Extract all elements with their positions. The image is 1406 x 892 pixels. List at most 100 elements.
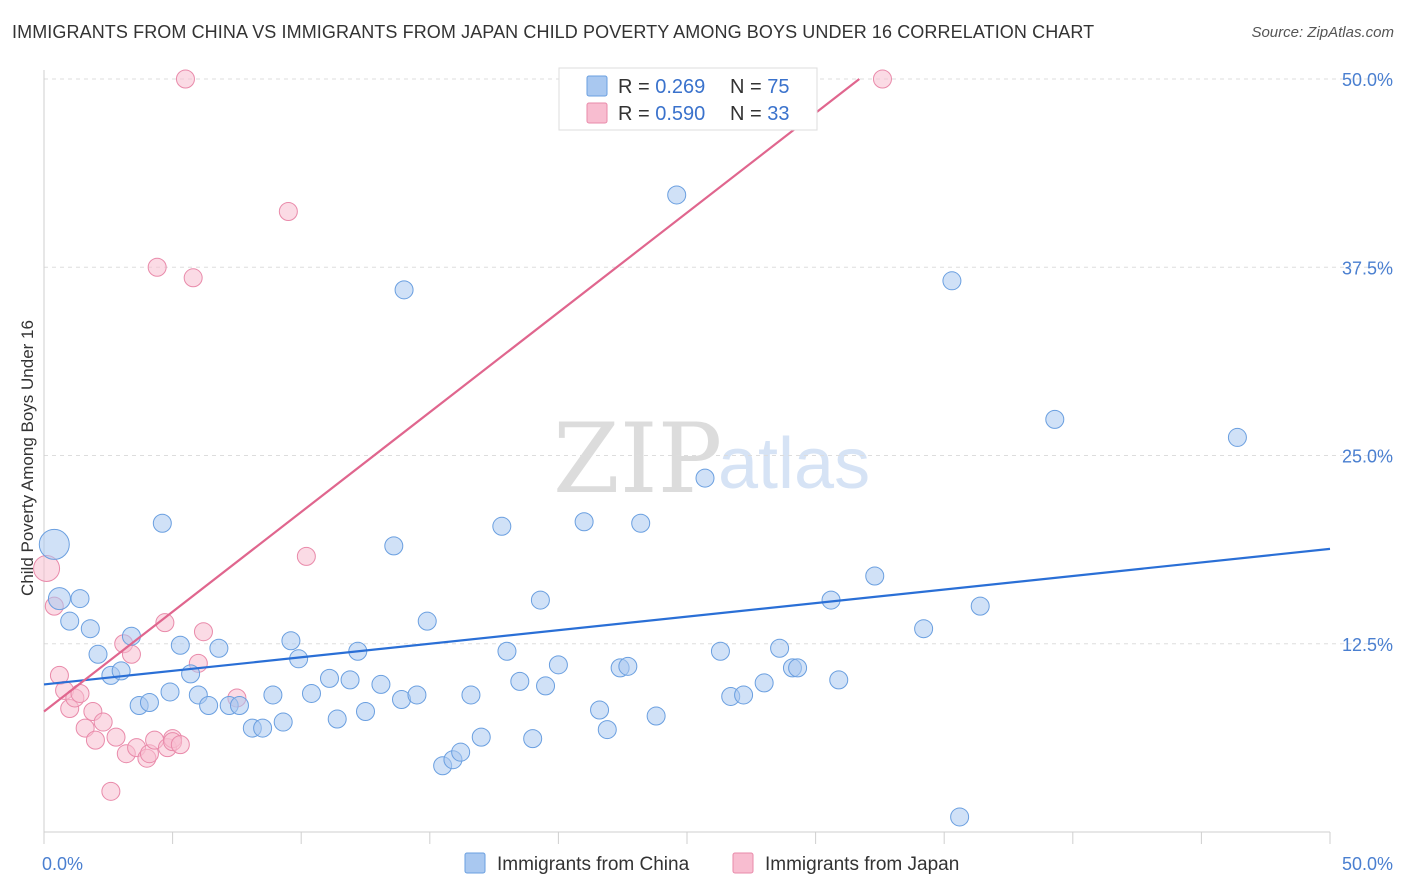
china-point: [407, 685, 427, 705]
china-point: [229, 695, 249, 715]
legend-china-n: N = 75: [730, 76, 790, 98]
china-point: [530, 590, 550, 610]
china-point: [451, 742, 471, 762]
china-point: [548, 655, 568, 675]
china-point: [710, 641, 730, 661]
y-tick-label: 50.0%: [1342, 70, 1393, 90]
stats-legend: R = 0.269 N = 75 R = 0.590 N = 33: [558, 67, 818, 131]
legend-china-r-value: 0.269: [655, 76, 705, 98]
legend-china-n-label: N =: [730, 76, 767, 98]
y-tick-label: 25.0%: [1342, 447, 1393, 467]
china-point: [471, 727, 491, 747]
china-point: [301, 683, 321, 703]
legend-japan-r-label: R =: [618, 103, 655, 125]
japan-point: [296, 546, 316, 566]
japan-point: [170, 735, 190, 755]
china-point: [88, 644, 108, 664]
y-tick-labels: 12.5% 25.0% 37.5% 50.0%: [1342, 70, 1393, 655]
watermark-zip: ZIP: [553, 403, 722, 515]
x-tick-label-max: 50.0%: [1342, 854, 1393, 874]
japan-point: [75, 718, 95, 738]
bottom-legend-japan-label: Immigrants from Japan: [765, 854, 959, 875]
china-point: [70, 589, 90, 609]
japan-point: [193, 622, 213, 642]
china-point: [340, 670, 360, 690]
china-point: [667, 185, 687, 205]
legend-japan-swatch: [586, 102, 608, 124]
china-point: [394, 280, 414, 300]
bottom-legend-japan-swatch: [732, 852, 754, 874]
china-point: [319, 668, 339, 688]
legend-japan-n-label: N =: [730, 103, 767, 125]
x-axis-ticks: [43, 832, 1331, 844]
legend-japan-stats: R = 0.590: [618, 103, 705, 125]
china-point: [199, 695, 219, 715]
japan-point: [155, 613, 175, 633]
y-axis-label: Child Poverty Among Boys Under 16: [18, 320, 37, 596]
china-point: [770, 638, 790, 658]
china-point: [597, 720, 617, 740]
china-point: [788, 658, 808, 678]
japan-point: [872, 69, 892, 89]
china-point: [1227, 427, 1247, 447]
legend-japan-r-value: 0.590: [655, 103, 705, 125]
china-point: [590, 700, 610, 720]
japan-point: [183, 268, 203, 288]
china-point: [536, 676, 556, 696]
china-point: [734, 685, 754, 705]
china-point: [356, 702, 375, 722]
series-legend: Immigrants from China Immigrants from Ja…: [464, 852, 959, 875]
data-points: [33, 69, 1247, 827]
china-point: [523, 729, 543, 749]
china-point: [80, 619, 100, 639]
legend-china-r-label: R =: [618, 76, 655, 98]
china-point: [497, 641, 517, 661]
x-tick-label-min: 0.0%: [42, 854, 83, 874]
china-point: [865, 566, 885, 586]
china-point: [253, 718, 273, 738]
china-trend-line: [43, 547, 1331, 686]
legend-japan-n-value: 33: [767, 103, 789, 125]
china-point: [47, 587, 71, 611]
china-point: [914, 619, 934, 639]
bottom-legend-china-swatch: [464, 852, 486, 874]
china-point: [384, 536, 404, 556]
china-point: [170, 635, 190, 655]
china-point: [417, 611, 437, 631]
china-point: [618, 656, 638, 676]
chart-title: IMMIGRANTS FROM CHINA VS IMMIGRANTS FROM…: [12, 22, 1095, 42]
china-point: [970, 596, 990, 616]
japan-point: [101, 781, 121, 801]
japan-trend-line: [43, 78, 860, 713]
china-point: [942, 271, 962, 291]
japan-point: [175, 69, 195, 89]
china-point: [273, 712, 293, 732]
china-point: [60, 611, 80, 631]
china-point: [829, 670, 849, 690]
legend-japan-n: N = 33: [730, 103, 790, 125]
china-point: [152, 513, 172, 533]
china-point: [160, 682, 180, 702]
legend-china-stats: R = 0.269: [618, 76, 705, 98]
japan-point: [85, 730, 105, 750]
y-tick-label: 37.5%: [1342, 258, 1393, 278]
china-point: [263, 685, 283, 705]
china-point: [695, 468, 715, 488]
china-point: [1045, 409, 1065, 429]
china-point: [950, 807, 970, 827]
chart-source: Source: ZipAtlas.com: [1251, 24, 1394, 41]
japan-point: [106, 727, 126, 747]
y-tick-label: 12.5%: [1342, 635, 1393, 655]
china-point: [371, 674, 391, 694]
china-point: [38, 528, 70, 560]
bottom-legend-china-label: Immigrants from China: [497, 854, 690, 875]
gridlines: [44, 78, 1393, 645]
japan-point: [147, 257, 167, 277]
legend-china-n-value: 75: [767, 76, 789, 98]
china-point: [139, 692, 159, 712]
china-point: [754, 673, 774, 693]
china-point: [209, 638, 229, 658]
china-point: [281, 631, 301, 651]
china-point: [492, 516, 512, 536]
